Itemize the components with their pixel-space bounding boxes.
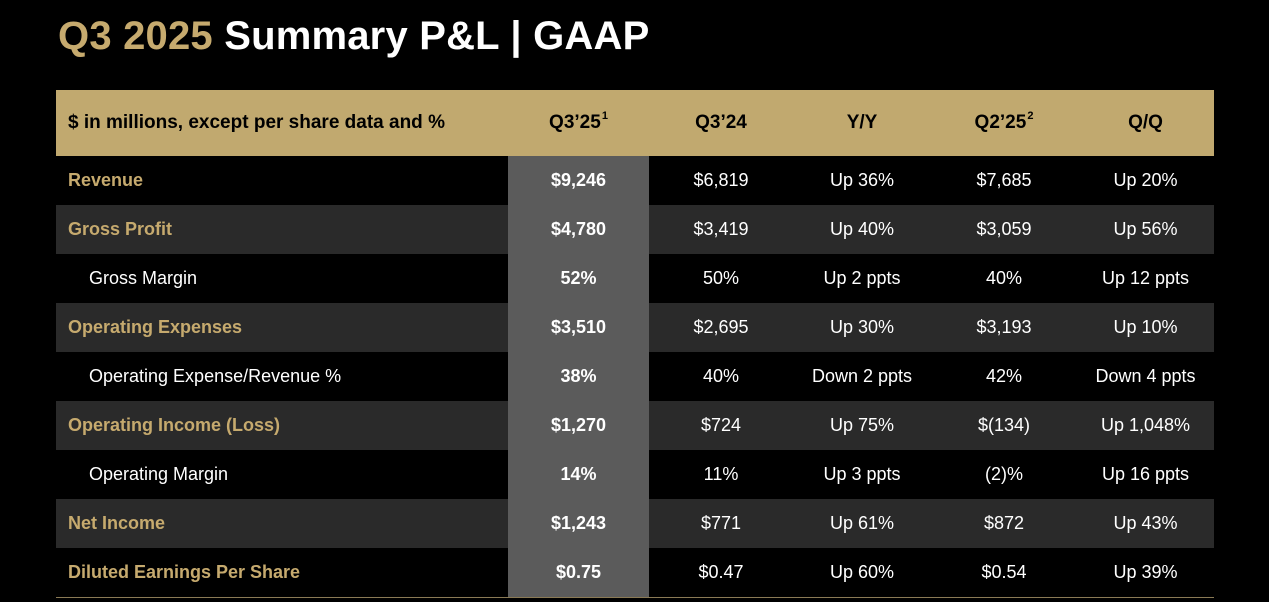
table-row: Net Income $1,243 $771 Up 61% $872 Up 43% (56, 499, 1214, 548)
table-cell: 40% (985, 268, 1023, 288)
row-label: Net Income (68, 513, 166, 533)
title-period: Q3 2025 (58, 14, 213, 58)
table-cell: 42% (985, 366, 1023, 386)
row-label: Diluted Earnings Per Share (68, 562, 301, 582)
table-row: Operating Expense/Revenue % 38% 40% Down 2 … (56, 352, 1214, 401)
row-label: Gross Margin (89, 268, 198, 288)
table-cell: Down 4 ppts (1095, 366, 1196, 386)
table-row: Gross Margin 52% 50% Up 2 ppts 40% Up 12 ppts (56, 254, 1214, 303)
table-row: Diluted Earnings Per Share $0.75 $0.47 Up 6… (56, 548, 1214, 597)
row-label: Revenue (68, 170, 144, 190)
table-cell: $9,246 (508, 156, 649, 205)
row-label: Operating Income (Loss) (68, 415, 281, 435)
table-cell: $3,059 (976, 219, 1032, 239)
table-cell: Up 2 ppts (823, 268, 901, 288)
table-cell: $1,243 (508, 499, 649, 548)
table-cell: 38% (508, 352, 649, 401)
table-cell: Up 16 ppts (1101, 464, 1190, 484)
table-header: $ in millions, except per share data and… (56, 90, 1214, 156)
table-cell: $4,780 (508, 205, 649, 254)
table-cell: Up 56% (1113, 219, 1178, 239)
table-cell: Up 39% (1113, 562, 1178, 582)
table-cell: $1,270 (508, 401, 649, 450)
table-row: Operating Expenses $3,510 $2,695 Up 30% $3,1… (56, 303, 1214, 352)
table-cell: Up 36% (829, 170, 895, 190)
table-cell: 14% (508, 450, 649, 499)
table-cell: Up 61% (829, 513, 895, 533)
table-cell: 50% (702, 268, 740, 288)
header-col-q324: Q3’24 (695, 112, 747, 133)
table-cell: Up 75% (829, 415, 895, 435)
table-cell: Up 43% (1113, 513, 1178, 533)
table-cell: Up 30% (829, 317, 895, 337)
table-row: Operating Income (Loss) $1,270 $724 Up 75% $… (56, 401, 1214, 450)
table-cell: 40% (702, 366, 740, 386)
table-cell: $2,695 (693, 317, 749, 337)
table-cell: $872 (983, 513, 1025, 533)
table-row: Gross Profit $4,780 $3,419 Up 40% $3,059 Up 5… (56, 205, 1214, 254)
table-cell: $3,193 (976, 317, 1032, 337)
table-cell: Up 1,048% (1100, 415, 1191, 435)
table-row: Revenue $9,246 $6,819 Up 36% $7,685 Up 20% (56, 156, 1214, 205)
table-cell: (2)% (984, 464, 1023, 484)
table-body: Revenue $9,246 $6,819 Up 36% $7,685 Up 20% Gro… (56, 156, 1214, 597)
table-cell: $0.75 (508, 548, 649, 597)
table-cell: $7,685 (976, 170, 1032, 190)
table-cell: Up 10% (1113, 317, 1178, 337)
table-cell: $3,510 (508, 303, 649, 352)
table-cell: $724 (700, 415, 742, 435)
row-label: Operating Margin (89, 464, 229, 484)
table-cell: Up 3 ppts (823, 464, 901, 484)
page-title: Q3 2025 Summary P&L | GAAP (58, 14, 649, 59)
table-cell: $(134) (977, 415, 1031, 435)
header-col-yy: Y/Y (846, 112, 878, 133)
header-col-q325: Q3’251 (549, 110, 608, 133)
header-col-qq: Q/Q (1128, 112, 1163, 133)
table-cell: Up 40% (829, 219, 895, 239)
table-cell: $6,819 (693, 170, 749, 190)
table-cell: Down 2 ppts (811, 366, 913, 386)
table-cell: Up 60% (829, 562, 895, 582)
table-row: Operating Margin 14% 11% Up 3 ppts (2)% Up 16… (56, 450, 1214, 499)
table-cell: 11% (703, 464, 739, 484)
table-cell: $0.47 (698, 562, 744, 582)
table-cell: Up 12 ppts (1101, 268, 1190, 288)
header-label: $ in millions, except per share data and… (68, 112, 445, 133)
row-label: Operating Expense/Revenue % (89, 366, 342, 386)
title-text: Summary P&L | GAAP (224, 14, 650, 58)
bottom-rule (56, 597, 1214, 598)
table-cell: $3,419 (693, 219, 749, 239)
header-col-q225: Q2’252 (974, 110, 1034, 133)
table-cell: Up 20% (1113, 170, 1178, 190)
row-label: Operating Expenses (68, 317, 243, 337)
table-cell: $0.54 (981, 562, 1027, 582)
table-cell: 52% (508, 254, 649, 303)
pnl-table: $ in millions, except per share data and… (56, 90, 1214, 597)
table-cell: $771 (700, 513, 742, 533)
row-label: Gross Profit (68, 219, 173, 239)
